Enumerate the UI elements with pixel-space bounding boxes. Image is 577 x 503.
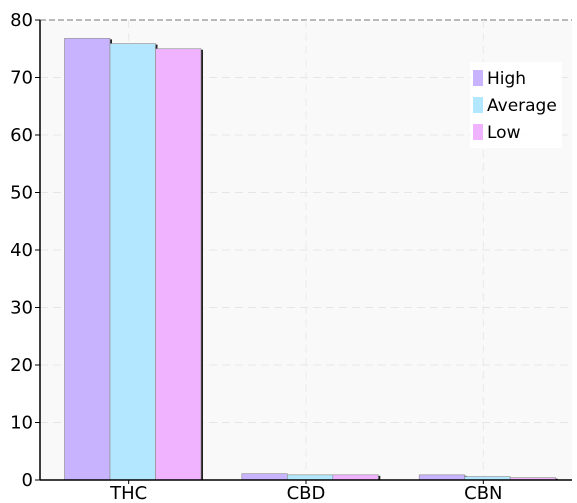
legend-label-average: Average (487, 96, 557, 116)
bar-high-thc (64, 38, 111, 481)
y-tick-label-40: 40 (10, 240, 33, 261)
y-tick-label-0: 0 (22, 470, 33, 491)
x-tick-label-cbn: CBN (464, 483, 502, 503)
legend-swatch-low (473, 124, 483, 140)
legend: High Average Low (470, 62, 562, 148)
y-tick-label-70: 70 (10, 68, 33, 89)
legend-swatch-average (473, 97, 483, 113)
y-tick-label-30: 30 (10, 298, 33, 319)
y-tick-label-80: 80 (10, 10, 33, 31)
y-tick-label-20: 20 (10, 355, 33, 376)
legend-box (470, 62, 562, 148)
x-tick-label-thc: THC (109, 483, 147, 503)
bar-low-cbd (332, 474, 379, 481)
y-axis-ticks: 0 10 20 30 40 50 60 70 80 (10, 10, 40, 491)
x-axis-ticks: THC CBD CBN (109, 480, 503, 503)
legend-label-low: Low (487, 123, 521, 143)
x-tick-label-cbd: CBD (287, 483, 326, 503)
bars (64, 38, 558, 481)
bar-high-cbn (418, 474, 465, 481)
y-tick-label-10: 10 (10, 413, 33, 434)
bar-high-cbd (241, 473, 288, 481)
y-tick-label-60: 60 (10, 125, 33, 146)
bar-average-thc (109, 43, 156, 481)
legend-swatch-high (473, 70, 483, 86)
bar-low-thc (155, 48, 202, 481)
bar-average-cbd (287, 474, 334, 481)
y-tick-label-50: 50 (10, 183, 33, 204)
legend-label-high: High (487, 69, 526, 89)
